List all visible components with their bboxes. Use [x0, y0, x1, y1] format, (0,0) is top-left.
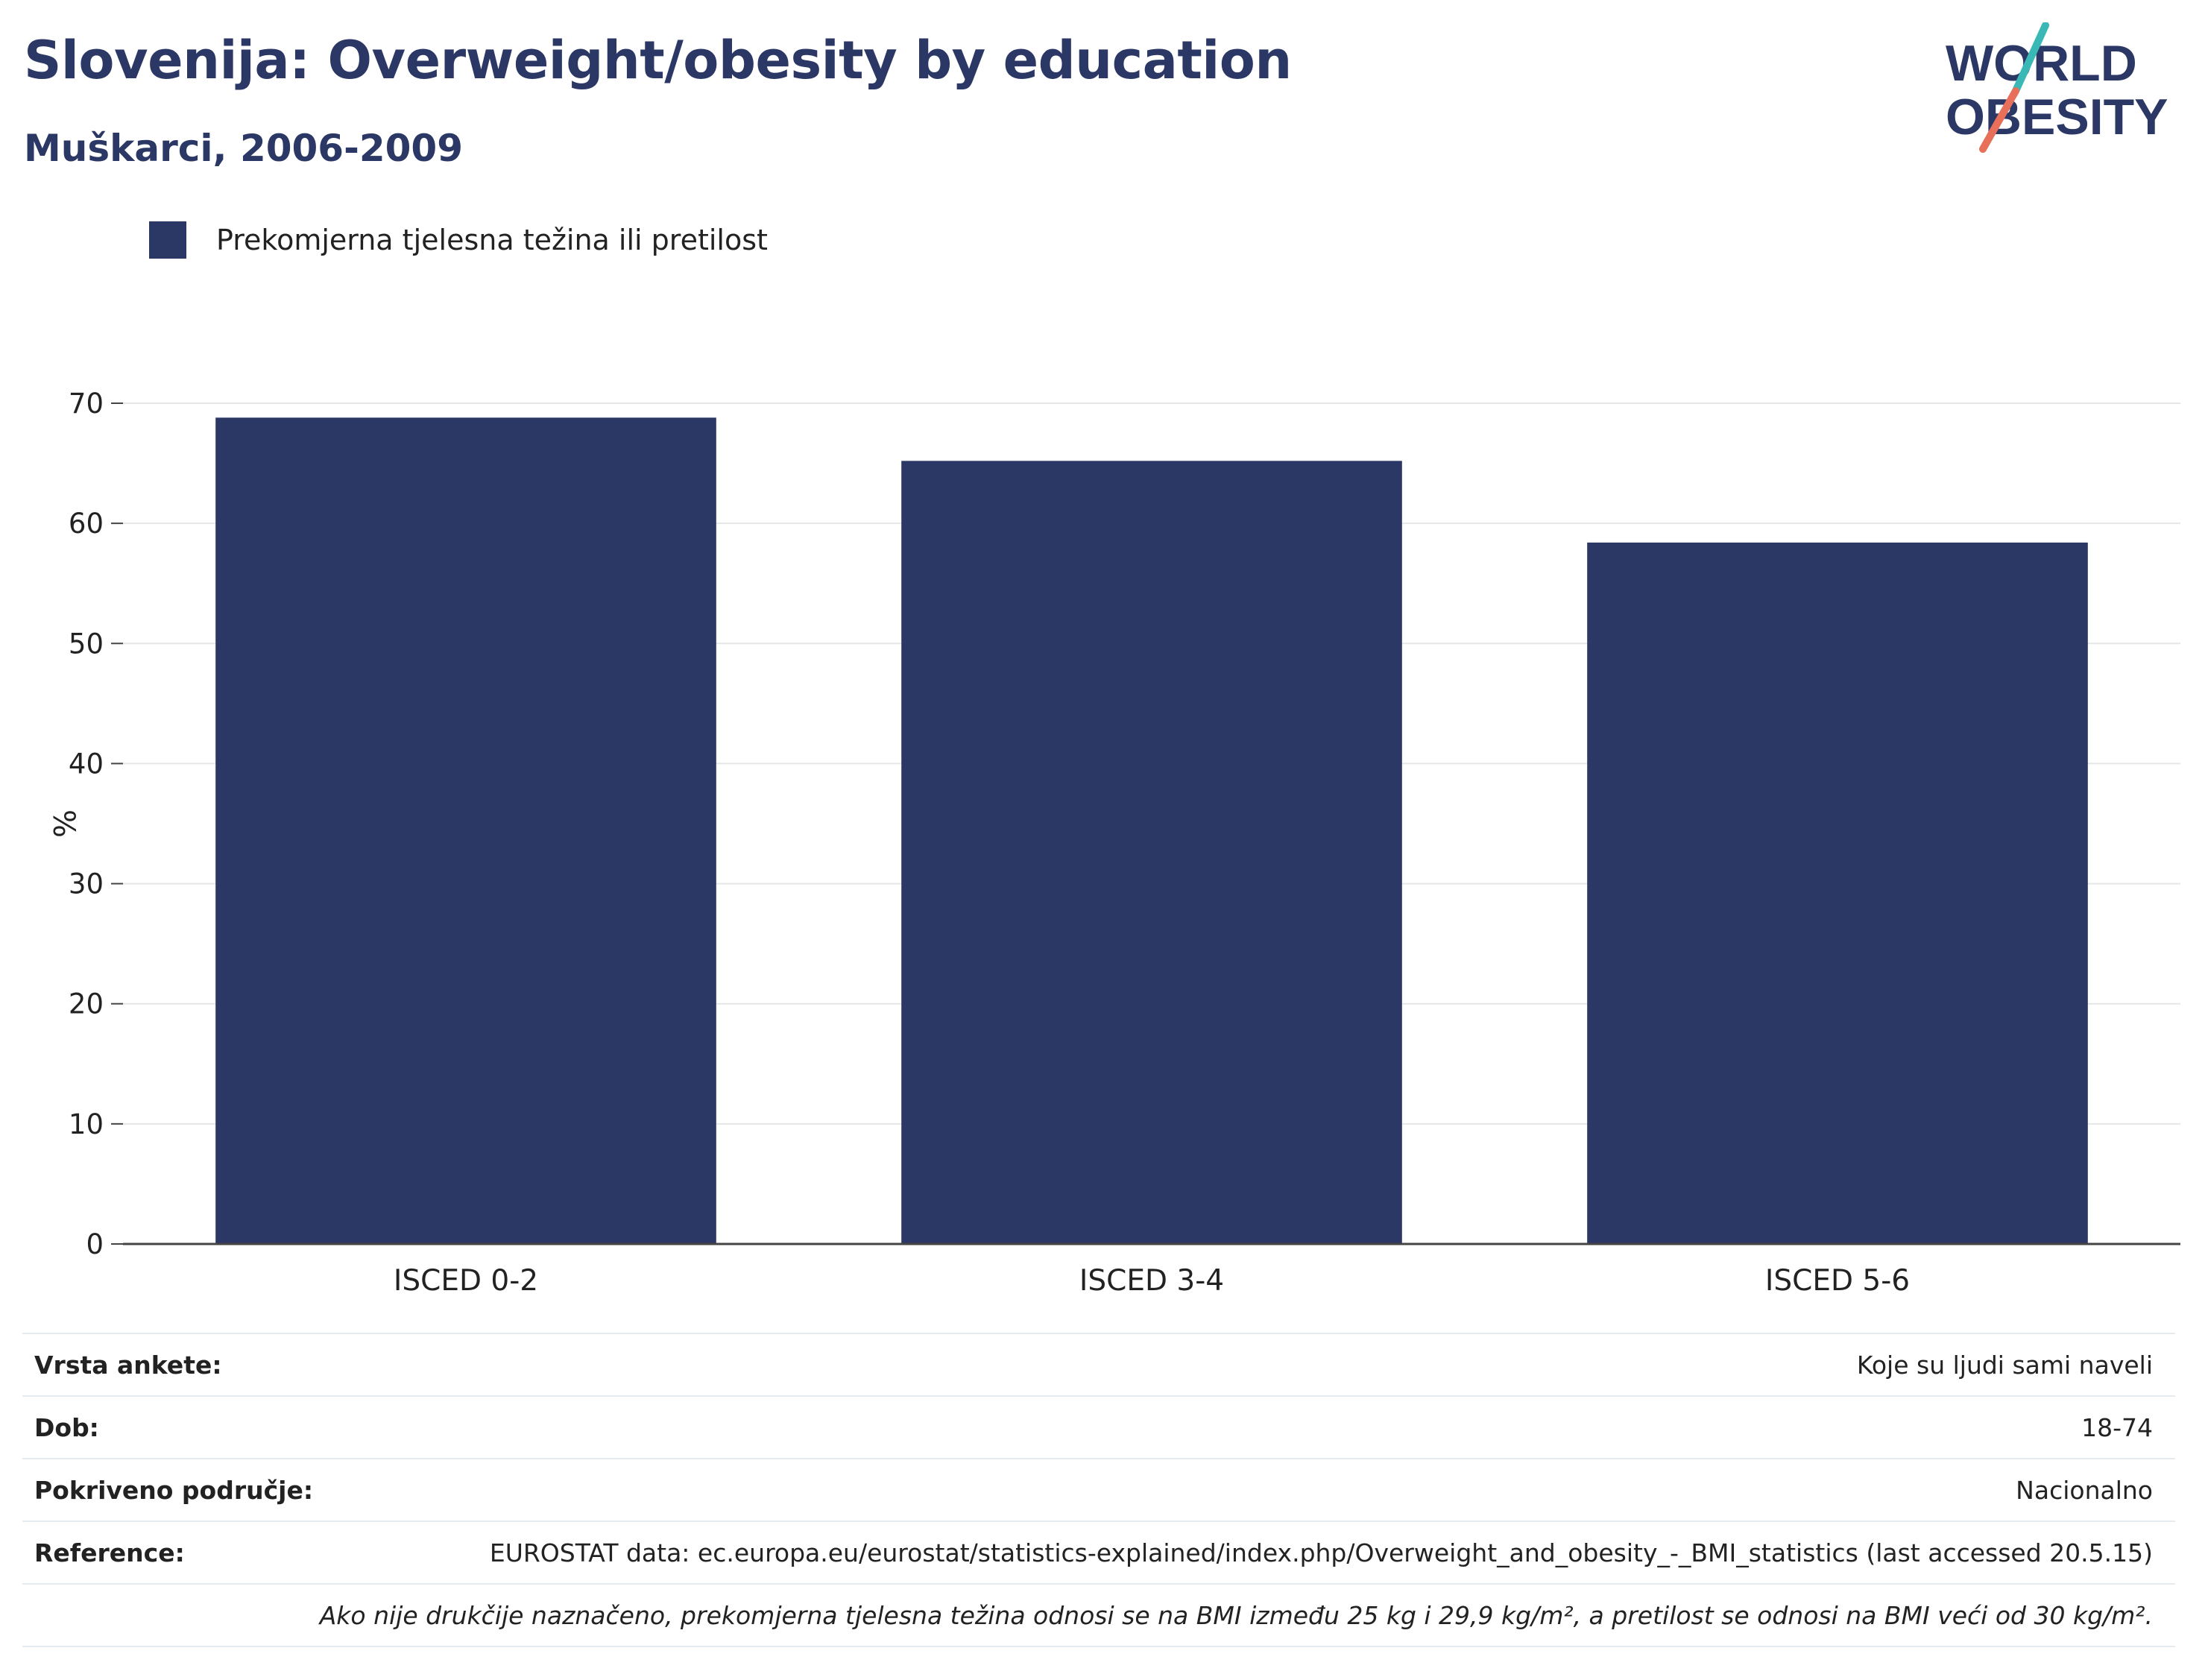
bar-chart: 0 10 20 30 40 50 60 70% ISCED 0-2 ISCED 3-4 ISCED … — [46, 388, 2180, 1298]
chart-title: Slovenija: Overweight/obesity by educati… — [24, 30, 1292, 91]
y-tick-label: 20 — [69, 988, 104, 1020]
y-tick-label: 0 — [86, 1228, 104, 1260]
bar — [901, 461, 1402, 1244]
chart-subtitle: Muškarci, 2006-2009 — [24, 127, 464, 170]
meta-key: Reference: — [34, 1538, 185, 1567]
world-obesity-logo: WORLD OBESITY — [1946, 22, 2168, 153]
y-tick-label: 60 — [69, 508, 104, 540]
meta-note-row: Ako nije drukčije naznačeno, prekomjerna… — [22, 1583, 2175, 1647]
logo-slash-bottom — [1979, 87, 2019, 153]
bmi-definition-note: Ako nije drukčije naznačeno, prekomjerna… — [319, 1600, 2153, 1630]
meta-value: Nacionalno — [2016, 1475, 2153, 1505]
logo-slash-top — [2012, 22, 2049, 95]
meta-row-age: Dob: 18-74 — [22, 1395, 2175, 1458]
bar — [215, 417, 716, 1244]
x-tick-label: ISCED 0-2 — [394, 1264, 538, 1298]
y-tick-label: 40 — [69, 748, 104, 780]
metadata-table: Vrsta ankete: Koje su ljudi sami naveli … — [22, 1333, 2175, 1647]
y-tick-label: 30 — [69, 868, 104, 900]
legend-label: Prekomjerna tjelesna težina ili pretilos… — [216, 224, 768, 256]
y-tick-label: 10 — [69, 1108, 104, 1140]
meta-key: Vrsta ankete: — [34, 1350, 222, 1380]
y-tick-label: 50 — [69, 628, 104, 660]
legend-swatch — [149, 221, 186, 259]
logo-line1: WORLD — [1946, 35, 2137, 92]
logo-line2: OBESITY — [1946, 89, 2168, 145]
y-axis-label: % — [46, 809, 81, 838]
meta-value: 18-74 — [2081, 1412, 2153, 1442]
y-tick-label: 70 — [69, 388, 104, 420]
x-tick-label: ISCED 5-6 — [1765, 1264, 1910, 1298]
meta-row-reference: Reference: EUROSTAT data: ec.europa.eu/e… — [22, 1520, 2175, 1583]
bar — [1587, 542, 2088, 1244]
meta-key: Dob: — [34, 1412, 99, 1442]
meta-value: EUROSTAT data: ec.europa.eu/eurostat/sta… — [489, 1538, 2153, 1567]
meta-value: Koje su ljudi sami naveli — [1856, 1350, 2153, 1380]
legend: Prekomjerna tjelesna težina ili pretilos… — [149, 221, 768, 259]
x-tick-label: ISCED 3-4 — [1079, 1264, 1224, 1298]
meta-row-survey-type: Vrsta ankete: Koje su ljudi sami naveli — [22, 1333, 2175, 1395]
meta-row-coverage: Pokriveno područje: Nacionalno — [22, 1458, 2175, 1520]
meta-key: Pokriveno područje: — [34, 1475, 314, 1505]
